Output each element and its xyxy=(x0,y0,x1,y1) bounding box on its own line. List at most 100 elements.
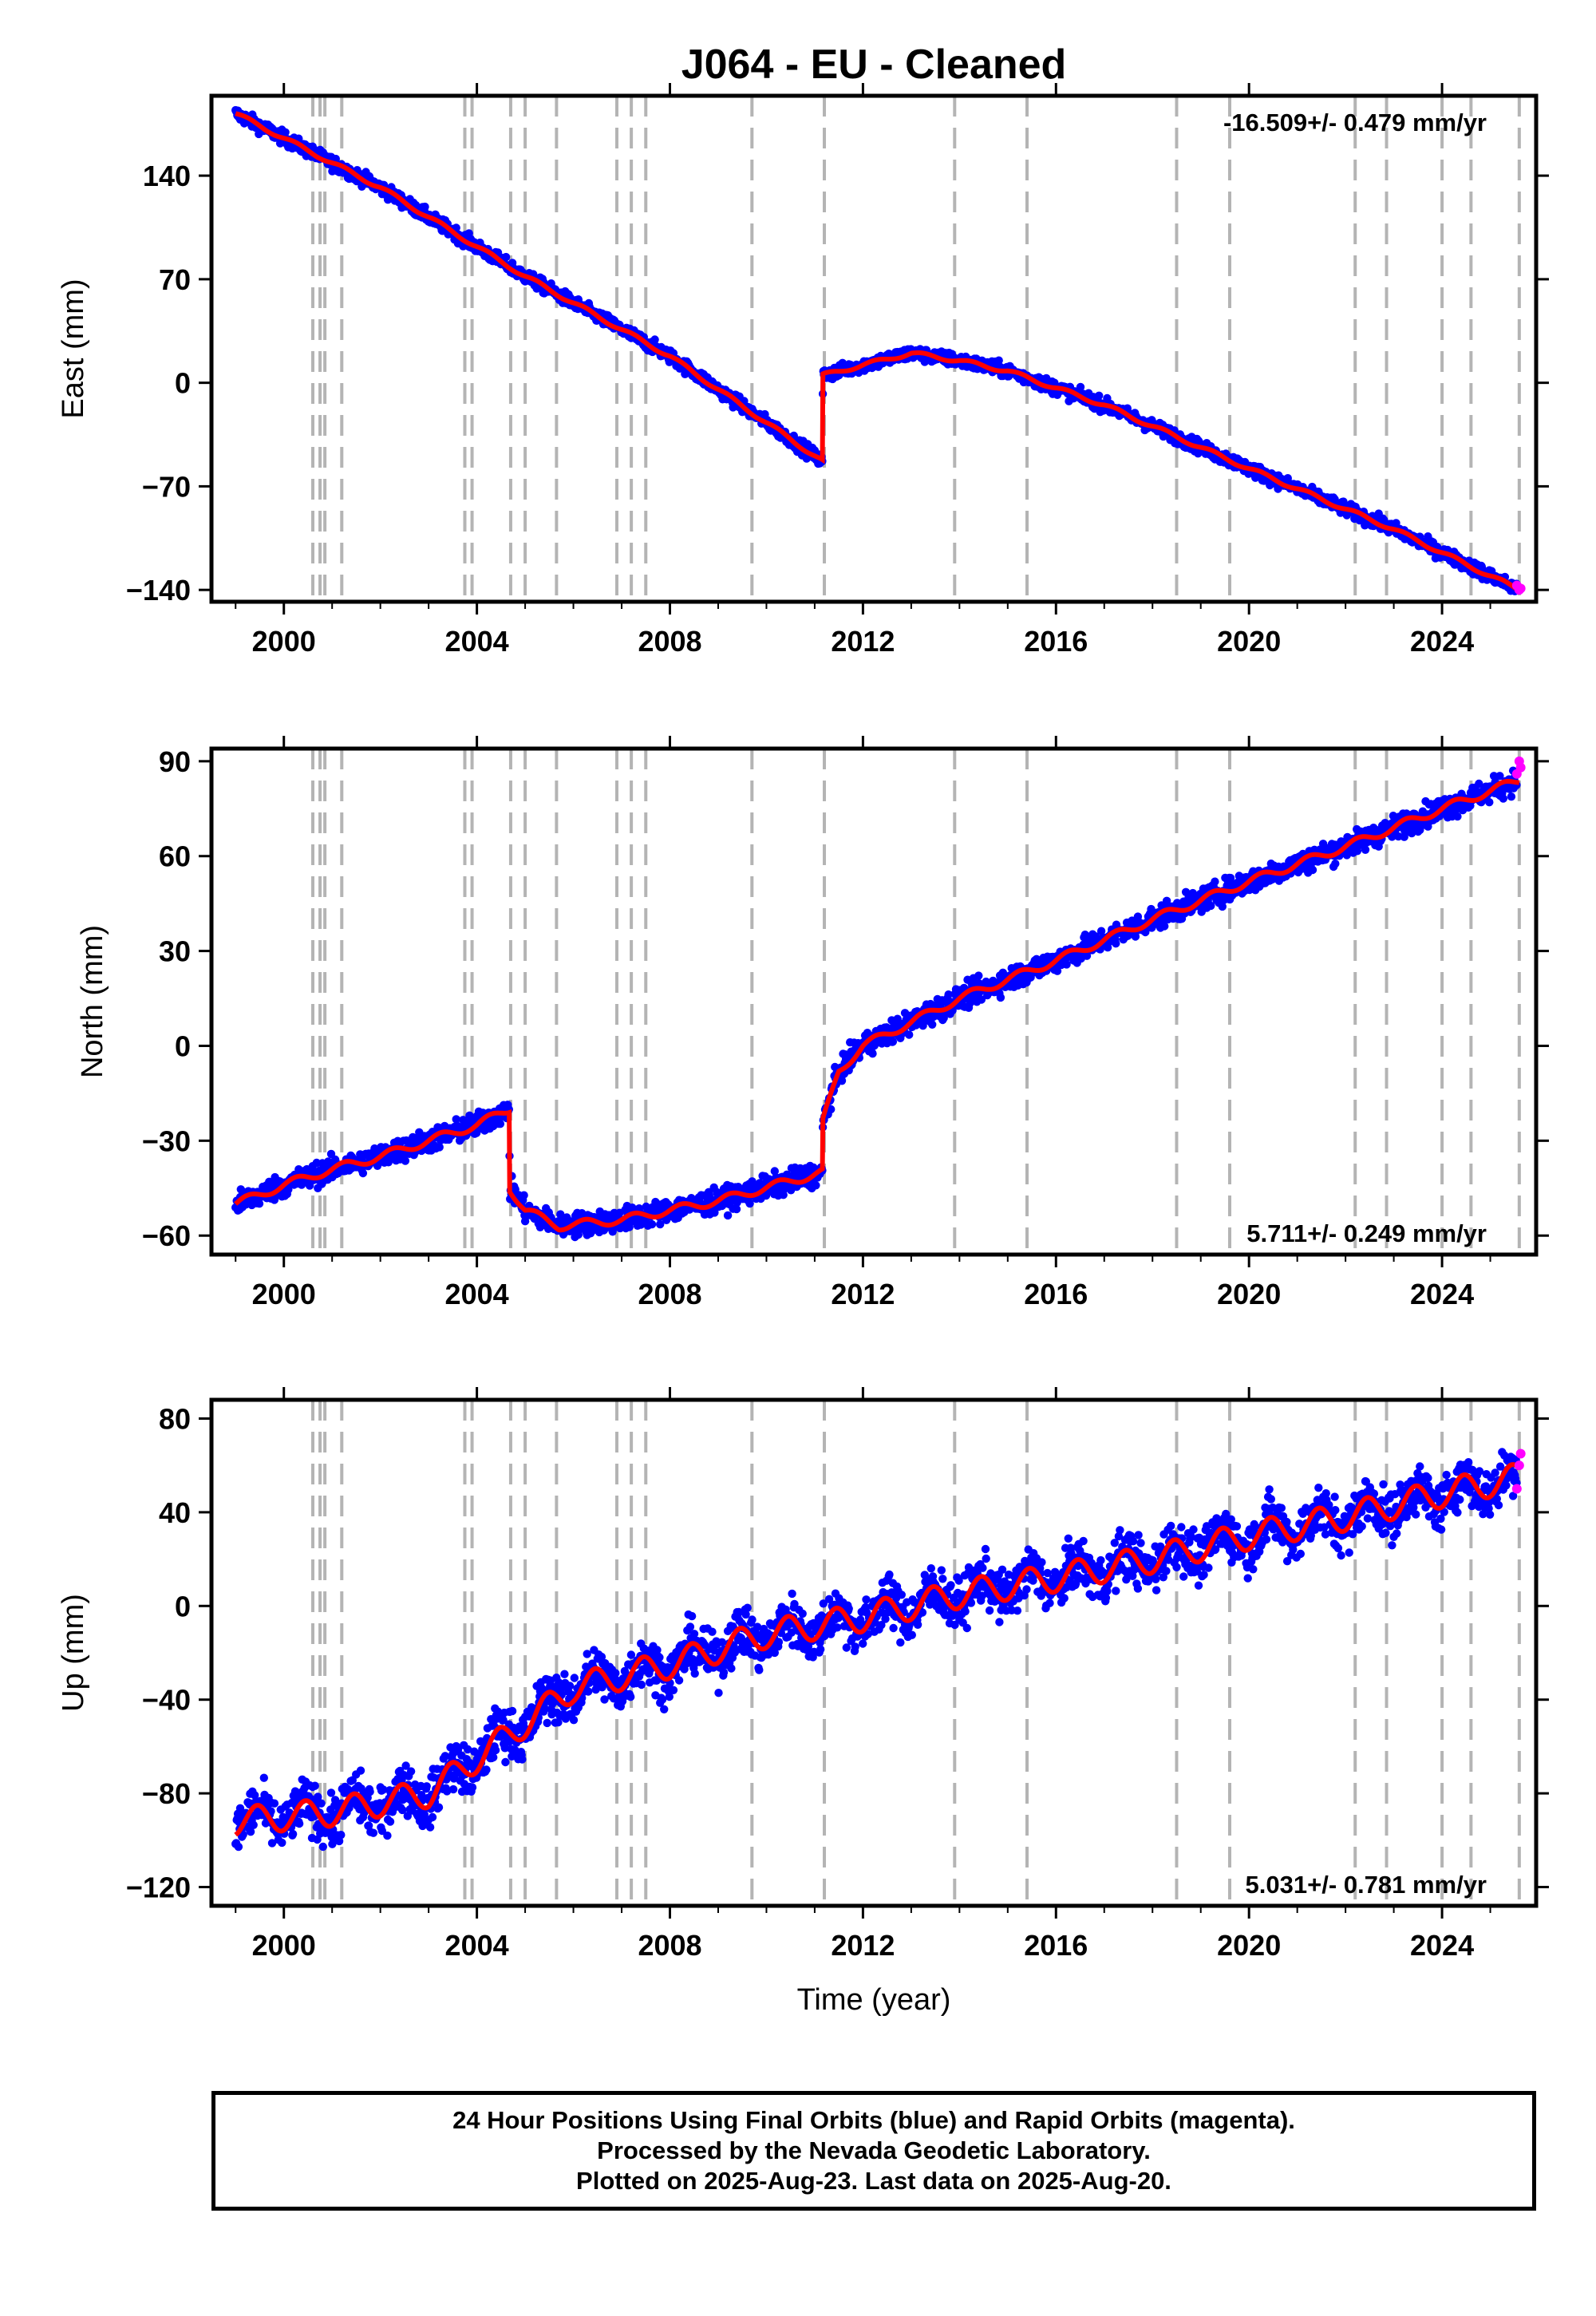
data-point xyxy=(812,1181,820,1190)
event-lines xyxy=(310,1400,1521,1906)
data-point xyxy=(1485,798,1494,807)
data-point xyxy=(1062,960,1071,969)
rapid-point xyxy=(1515,762,1526,773)
data-point xyxy=(428,1812,437,1822)
plot-frame xyxy=(209,746,1539,1257)
data-point xyxy=(519,1191,528,1199)
x-tick-label: 2024 xyxy=(1410,1278,1474,1310)
data-point xyxy=(278,1838,286,1848)
data-point xyxy=(1095,391,1104,400)
plot-frame xyxy=(209,93,1539,604)
y-tick-label: −70 xyxy=(142,470,191,503)
data-point xyxy=(255,1199,264,1208)
data-point xyxy=(358,1168,368,1178)
data-point xyxy=(406,1767,416,1776)
data-point xyxy=(1112,939,1120,948)
panels: 2000 2004 2008 2012 2016 2020 2024 140 70 0 −70 −14… xyxy=(57,83,1549,2017)
y-tick-label: −140 xyxy=(126,574,191,607)
x-tick-label: 2016 xyxy=(1024,625,1088,658)
data-point xyxy=(421,202,429,211)
data-point xyxy=(905,1030,914,1039)
data-point xyxy=(1076,382,1085,392)
data-point xyxy=(868,1049,877,1058)
x-tick-label: 2012 xyxy=(831,625,895,658)
x-tick-label: 2008 xyxy=(638,1278,701,1310)
x-tick-label: 2000 xyxy=(252,625,316,658)
x-tick-label: 2004 xyxy=(445,625,509,658)
final-orbit-points xyxy=(231,105,1521,595)
y-tick-label: 70 xyxy=(159,263,191,296)
data-point xyxy=(317,1799,326,1808)
data-point xyxy=(425,1823,435,1832)
x-tick-label: 2016 xyxy=(1024,1278,1088,1310)
east-panel: 2000 2004 2008 2012 2016 2020 2024 140 70 0 −70 −14… xyxy=(57,83,1549,658)
data-point xyxy=(491,1745,500,1755)
data-point xyxy=(434,1803,444,1812)
final-orbit-points xyxy=(231,1448,1521,1852)
y-tick-label: −60 xyxy=(142,1219,191,1252)
data-point xyxy=(496,1120,505,1128)
data-point xyxy=(270,1799,279,1808)
y-tick-label: 30 xyxy=(159,935,191,968)
data-point xyxy=(994,356,1003,365)
x-tick-label: 2024 xyxy=(1410,625,1474,658)
data-point xyxy=(448,1784,458,1794)
y-tick-label: 140 xyxy=(143,160,191,192)
data-point xyxy=(1499,794,1508,803)
data-point xyxy=(365,1787,374,1796)
x-tick-label: 2020 xyxy=(1217,1278,1281,1310)
data-point xyxy=(837,1077,847,1085)
final-orbit-points xyxy=(231,766,1521,1242)
x-tick-label: 2000 xyxy=(252,1278,316,1310)
data-point xyxy=(337,1831,346,1840)
data-point xyxy=(1308,865,1317,875)
data-point xyxy=(647,1219,657,1229)
figure-title: J064 - EU - Cleaned xyxy=(681,41,1067,88)
data-point xyxy=(1361,845,1370,855)
data-point xyxy=(723,1211,733,1220)
data-point xyxy=(974,971,983,980)
data-point xyxy=(326,1788,336,1797)
data-point xyxy=(369,1828,378,1837)
data-point xyxy=(928,1020,937,1030)
rapid-point xyxy=(1515,583,1526,594)
event-lines xyxy=(310,749,1521,1255)
y-tick-label: 60 xyxy=(159,840,191,873)
velocity-rate-label: -16.509+/- 0.479 mm/yr xyxy=(1223,109,1487,136)
data-point xyxy=(288,1829,298,1839)
y-tick-label: 0 xyxy=(175,1030,191,1062)
y-tick-label: 0 xyxy=(175,367,191,400)
y-tick-label: −30 xyxy=(142,1124,191,1157)
data-point xyxy=(422,1782,431,1791)
data-point xyxy=(281,128,290,136)
north-panel: 2000 2004 2008 2012 2016 2020 20249060300−30−6… xyxy=(76,736,1549,1310)
x-tick-label: 2008 xyxy=(638,625,701,658)
data-point xyxy=(489,1753,498,1762)
data-point xyxy=(249,1820,258,1829)
data-point xyxy=(356,1766,365,1775)
x-tick-label: 2020 xyxy=(1217,625,1281,658)
data-point xyxy=(385,1817,395,1826)
data-point xyxy=(294,1819,304,1828)
data-point xyxy=(383,1831,392,1840)
up-panel: 2000 2004 2008 2012 2016 2020 202480400−40−80−… xyxy=(57,1387,1549,2017)
data-point xyxy=(259,1773,268,1782)
data-point xyxy=(310,1781,319,1790)
y-axis-label: North (mm) xyxy=(76,925,109,1078)
data-point xyxy=(482,1765,491,1774)
data-point xyxy=(650,335,659,344)
x-tick-label: 2004 xyxy=(445,1278,509,1310)
data-point xyxy=(1507,792,1516,801)
data-point xyxy=(1331,860,1340,868)
y-tick-label: 90 xyxy=(159,745,191,778)
data-point xyxy=(401,1156,410,1165)
velocity-rate-label: 5.711+/- 0.249 mm/yr xyxy=(1246,1219,1487,1247)
data-point xyxy=(996,993,1005,1002)
data-point xyxy=(468,1783,477,1792)
data-point xyxy=(1211,877,1219,886)
data-point xyxy=(318,1842,327,1852)
data-point xyxy=(501,252,511,262)
data-point xyxy=(234,1842,243,1852)
y-axis-label: East (mm) xyxy=(57,279,90,418)
